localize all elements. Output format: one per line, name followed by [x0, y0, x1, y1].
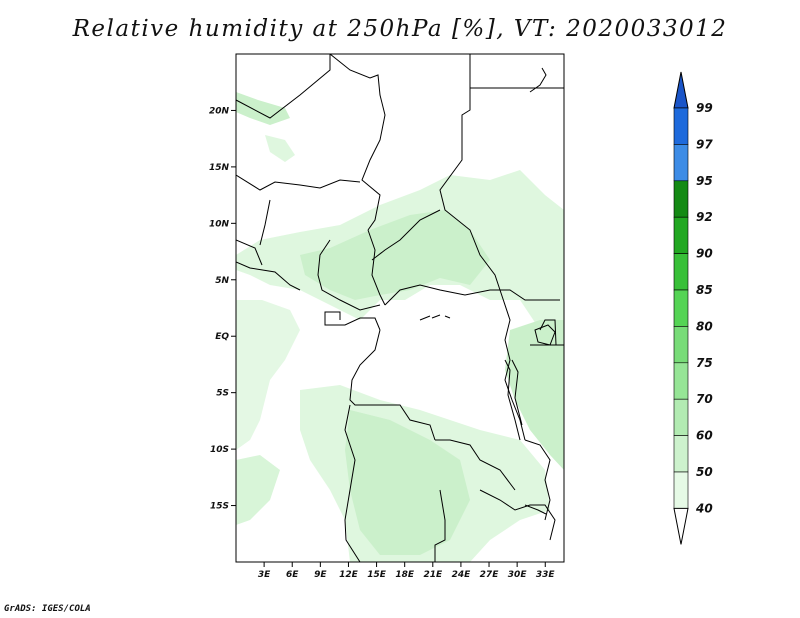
longitude-labels: 3E 6E 9E 12E 15E 18E 21E 24E 27E 30E 33E	[258, 562, 556, 580]
lon-label: 33E	[536, 570, 556, 580]
colorbar-label: 60	[696, 429, 713, 443]
lon-label: 9E	[314, 570, 327, 580]
lon-label: 3E	[258, 570, 271, 580]
colorbar-segment	[673, 107, 689, 145]
lon-label: 12E	[339, 570, 359, 580]
latitude-labels: 20N 15N 10N 5N EQ 5S 10S 15S	[209, 106, 236, 512]
map-frame-border	[235, 53, 565, 563]
humidity-contour-nw-2	[265, 135, 295, 162]
colorbar-segment	[673, 253, 689, 291]
colorbar-segment	[673, 398, 689, 436]
lat-label: 10N	[209, 219, 230, 229]
colorbar-label: 85	[696, 283, 713, 297]
lat-label: 5S	[216, 389, 229, 399]
humidity-contour-nw	[236, 92, 290, 125]
lat-label: 10S	[210, 445, 229, 455]
lakes	[419, 67, 556, 515]
colorbar-label: 50	[696, 465, 713, 479]
humidity-contour-north-inner	[300, 210, 490, 300]
lon-label: 30E	[508, 570, 528, 580]
credit-text: GrADS: IGES/COLA	[4, 604, 91, 614]
colorbar-segment	[673, 362, 689, 400]
colorbar-label: 95	[696, 174, 713, 188]
colorbar-top-arrow	[673, 71, 689, 109]
colorbar-bottom-arrow	[673, 507, 689, 545]
lat-label: 15N	[209, 163, 230, 173]
colorbar-label: 70	[696, 392, 713, 406]
chart-title: Relative humidity at 250hPa [%], VT: 202…	[72, 16, 728, 42]
colorbar: 99 97 95 92 90 85 80 75 70 60 50 40	[673, 71, 713, 545]
colorbar-segment	[673, 435, 689, 473]
country-borders	[236, 54, 564, 562]
colorbar-label: 90	[696, 247, 713, 261]
colorbar-label: 80	[696, 319, 713, 333]
colorbar-segment	[673, 289, 689, 327]
lon-label: 27E	[480, 570, 500, 580]
colorbar-label: 92	[696, 210, 713, 224]
lon-label: 21E	[423, 570, 443, 580]
colorbar-segment	[673, 216, 689, 254]
lon-label: 18E	[395, 570, 415, 580]
lat-label: 20N	[209, 106, 230, 116]
lon-label: 24E	[452, 570, 472, 580]
colorbar-label: 97	[696, 137, 713, 151]
humidity-contour-south-inner	[345, 410, 470, 555]
colorbar-label: 40	[695, 501, 713, 515]
colorbar-segment	[673, 471, 689, 509]
lat-label: 15S	[210, 502, 229, 512]
lat-label: 5N	[215, 276, 229, 286]
humidity-contour-west	[236, 300, 300, 450]
lon-label: 6E	[286, 570, 299, 580]
humidity-contour-east	[505, 320, 564, 470]
colorbar-label: 75	[696, 356, 713, 370]
colorbar-segment	[673, 180, 689, 218]
humidity-contour-sw	[236, 455, 280, 525]
humidity-field	[236, 92, 564, 562]
colorbar-segment	[673, 326, 689, 364]
colorbar-segment	[673, 144, 689, 182]
colorbar-label: 99	[696, 101, 713, 115]
lat-label: EQ	[215, 332, 229, 342]
lon-label: 15E	[367, 570, 387, 580]
